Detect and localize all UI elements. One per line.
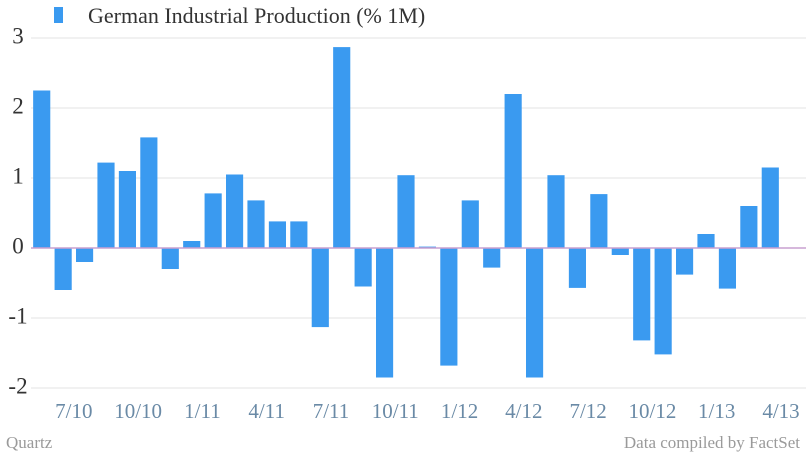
x-tick-label: 7/11 — [313, 399, 350, 423]
bar — [204, 193, 222, 248]
bar — [268, 221, 286, 248]
y-tick-label: 1 — [12, 163, 24, 188]
bar — [547, 175, 565, 248]
x-tick-label: 4/13 — [762, 399, 799, 423]
x-tick-label: 4/11 — [248, 399, 285, 423]
y-tick-label: 2 — [12, 93, 24, 118]
y-tick-label: 3 — [12, 23, 24, 48]
bar — [118, 171, 136, 248]
bar — [311, 248, 329, 328]
bar — [290, 221, 308, 248]
bar — [633, 248, 651, 341]
bar — [333, 47, 351, 248]
x-tick-label: 10/11 — [372, 399, 419, 423]
bar — [54, 248, 72, 290]
chart-title: German Industrial Production (% 1M) — [88, 3, 425, 28]
bar — [33, 90, 51, 248]
bar — [183, 241, 201, 248]
x-tick-label: 10/10 — [114, 399, 162, 423]
bar — [504, 94, 522, 248]
x-tick-label: 7/10 — [55, 399, 92, 423]
bar — [376, 248, 394, 378]
bar — [97, 162, 115, 248]
bar — [740, 206, 758, 248]
y-tick-label: -1 — [8, 303, 27, 328]
source: Data compiled by FactSet — [624, 433, 800, 452]
bar — [526, 248, 544, 378]
x-tick-label: 1/11 — [184, 399, 221, 423]
bar — [397, 175, 415, 248]
credit: Quartz — [6, 433, 53, 452]
bar — [654, 248, 672, 355]
bar — [568, 248, 586, 288]
bar — [611, 248, 629, 255]
bar — [440, 248, 458, 366]
bar — [161, 248, 179, 269]
x-tick-label: 10/12 — [629, 399, 677, 423]
bar — [761, 167, 779, 248]
x-tick-label: 1/13 — [698, 399, 735, 423]
y-tick-label: 0 — [12, 233, 24, 258]
bar — [697, 234, 715, 248]
x-tick-label: 7/12 — [569, 399, 606, 423]
bar — [676, 248, 694, 275]
bar — [140, 137, 158, 248]
bar — [718, 248, 736, 289]
x-tick-label: 4/12 — [505, 399, 542, 423]
x-tick-label: 1/12 — [441, 399, 478, 423]
bar — [461, 200, 479, 248]
bar — [76, 248, 94, 262]
legend-swatch — [54, 7, 63, 23]
bar — [590, 194, 608, 248]
bar — [247, 200, 265, 248]
y-tick-label: -2 — [8, 373, 27, 398]
bar — [226, 174, 244, 248]
bar — [483, 248, 501, 268]
bar — [354, 248, 372, 287]
